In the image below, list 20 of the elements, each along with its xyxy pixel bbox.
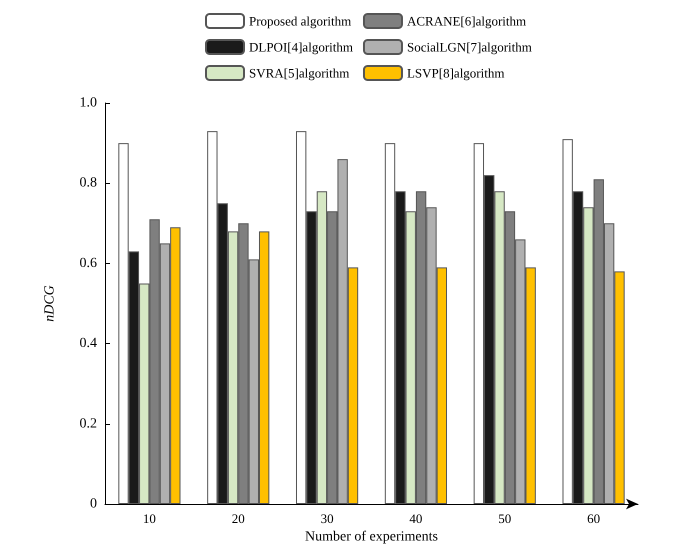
legend-label: SVRA[5]algorithm — [249, 66, 350, 80]
y-axis-title: nDCG — [42, 285, 58, 322]
x-tick-label: 50 — [498, 511, 512, 526]
x-tick-label: 60 — [587, 511, 600, 526]
x-tick-label: 40 — [409, 511, 422, 526]
y-tick-label: 0.4 — [80, 336, 97, 352]
y-tick-label: 0.2 — [80, 416, 97, 432]
legend-label: ACRANE[6]algorithm — [406, 14, 526, 28]
legend-label: LSVP[8]algorithm — [406, 66, 504, 80]
x-tick-label: 10 — [142, 511, 156, 526]
legend-label: DLPOI[4]algorithm — [249, 40, 353, 54]
legend-label: SocialLGN[7]algorithm — [406, 40, 532, 54]
legend-label: Proposed algorithm — [249, 14, 352, 28]
y-tick-label: 0.8 — [80, 176, 97, 191]
y-tick-label: 0.6 — [80, 256, 97, 271]
x-axis-title: Number of experiments — [305, 530, 438, 544]
x-tick-label: 20 — [232, 511, 245, 526]
y-tick-label: 0 — [90, 496, 97, 512]
y-tick-label: 1.0 — [80, 96, 97, 110]
x-tick-label: 30 — [320, 511, 334, 526]
